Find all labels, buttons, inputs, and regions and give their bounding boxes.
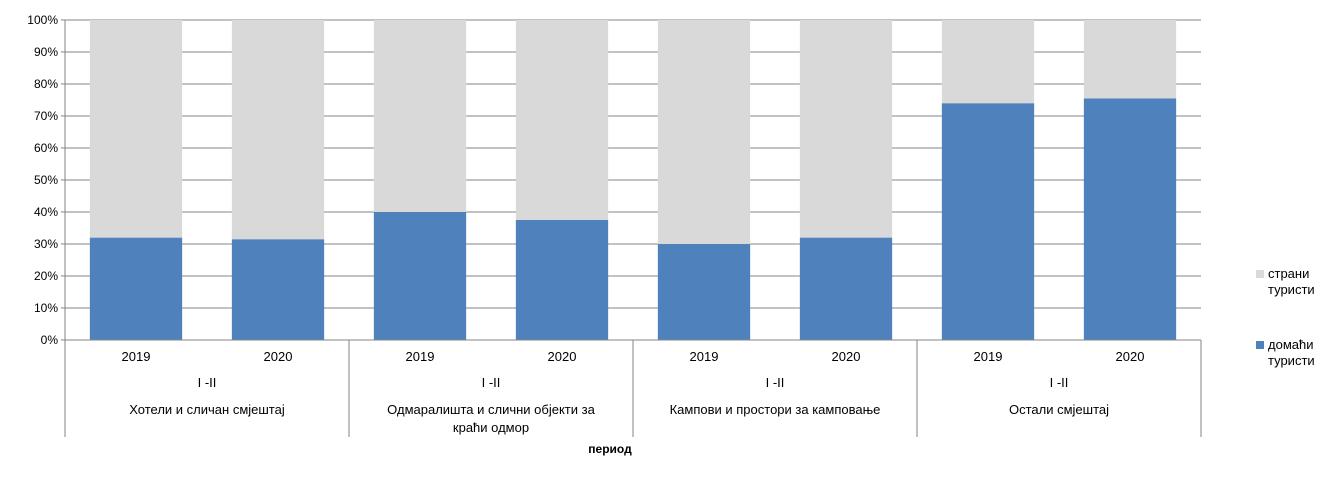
y-tick-label: 40%	[34, 205, 58, 219]
bar-foreign	[89, 20, 183, 238]
y-tick-label: 60%	[34, 141, 58, 155]
x-axis-title: период	[588, 442, 632, 456]
x-year-label: 2019	[690, 349, 719, 364]
bar-foreign	[799, 20, 893, 238]
x-period-label: I -II	[198, 375, 217, 390]
y-tick-label: 90%	[34, 45, 58, 59]
bar-domestic	[657, 244, 751, 340]
x-period-label: I -II	[1050, 375, 1069, 390]
bar-foreign	[657, 20, 751, 244]
legend-label-foreign: страни туристи	[1268, 266, 1315, 297]
bar-domestic	[515, 220, 609, 340]
bar-foreign	[515, 20, 609, 220]
bar-foreign	[373, 20, 467, 212]
x-group-label: Остали смјештај	[1009, 402, 1109, 417]
x-group-label: Хотели и сличан смјештај	[129, 402, 285, 417]
x-year-label: 2020	[548, 349, 577, 364]
bar-domestic	[799, 237, 893, 340]
y-tick-label: 30%	[34, 237, 58, 251]
bar-domestic	[89, 237, 183, 340]
legend-label-domestic: домаћи туристи	[1268, 337, 1315, 368]
x-year-label: 2019	[406, 349, 435, 364]
x-category-labels: 2019 2020 2019 2020 2019 2020 2019 2020 I -II Хот…	[64, 340, 1202, 437]
x-year-label: 2020	[264, 349, 293, 364]
bar-domestic	[941, 103, 1035, 340]
y-tick-label: 100%	[27, 13, 58, 27]
x-year-label: 2020	[1116, 349, 1145, 364]
y-tick-label: 80%	[34, 77, 58, 91]
bar-domestic	[373, 212, 467, 340]
x-year-label: 2020	[832, 349, 861, 364]
legend-item-domestic: домаћи туристи	[1256, 337, 1329, 371]
bar-foreign	[941, 20, 1035, 104]
y-tick-label: 10%	[34, 301, 58, 315]
x-group-label: Кампови и простори за камповање	[670, 402, 881, 417]
x-period-label: I -II	[766, 375, 785, 390]
bar-domestic	[1083, 98, 1177, 341]
bars	[89, 20, 1177, 341]
y-tick-label: 20%	[34, 269, 58, 283]
bar-foreign	[231, 20, 325, 240]
y-tick-labels: 0% 10% 20% 30% 40% 50% 60% 70% 80% 90% 100%	[27, 13, 58, 347]
x-period-label: I -II	[482, 375, 501, 390]
x-year-label: 2019	[974, 349, 1003, 364]
legend-swatch-domestic	[1256, 341, 1264, 349]
bar-domestic	[231, 239, 325, 340]
legend-item-foreign: страни туристи	[1256, 266, 1329, 300]
y-tick-label: 0%	[41, 333, 59, 347]
y-tick-label: 50%	[34, 173, 58, 187]
x-group-label: Одмаралишта и слични објекти за краћи одм…	[387, 402, 595, 435]
y-tick-label: 70%	[34, 109, 58, 123]
x-year-label: 2019	[122, 349, 151, 364]
legend-swatch-foreign	[1256, 270, 1264, 278]
bar-foreign	[1083, 20, 1177, 99]
